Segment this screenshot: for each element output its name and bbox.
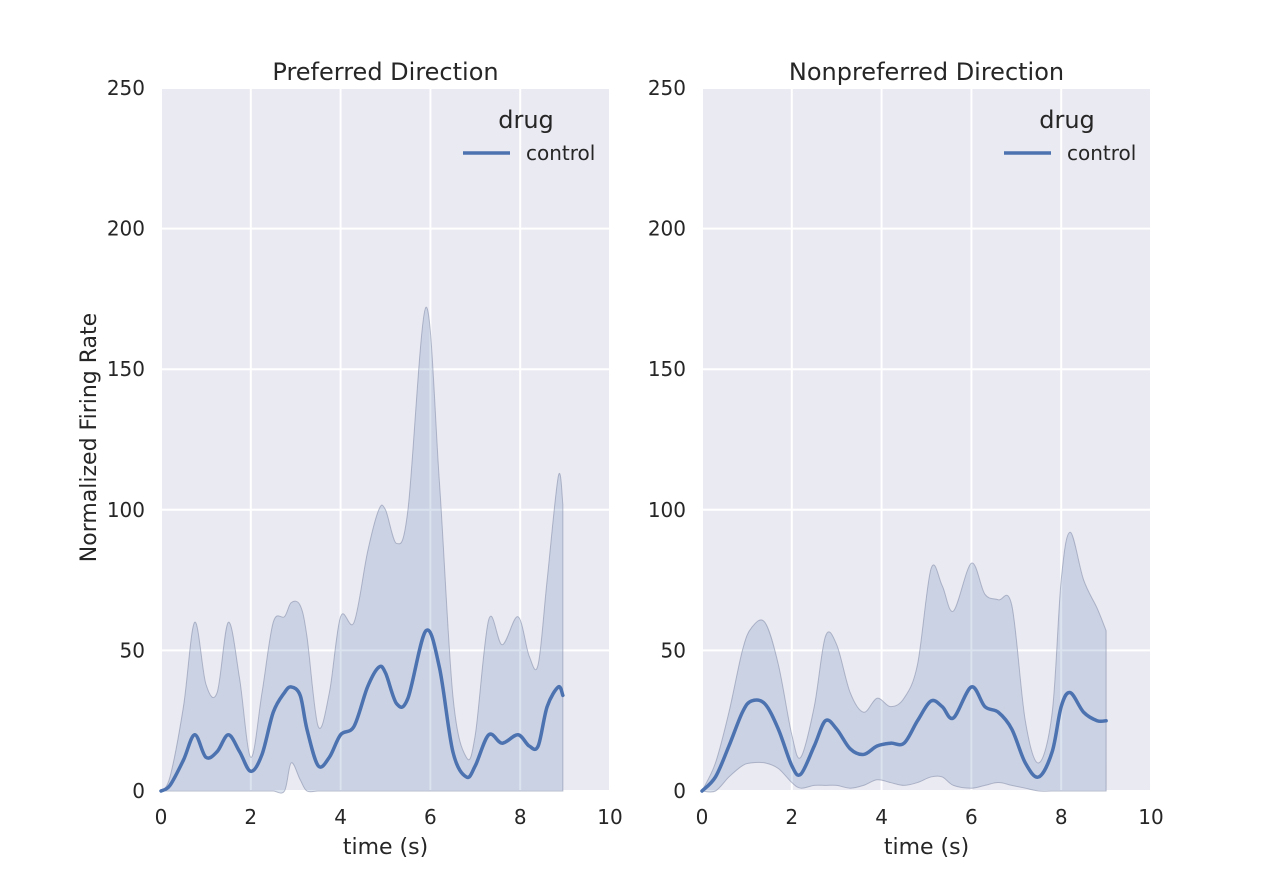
x-tick-label: 8 — [1055, 805, 1068, 829]
x-tick-label: 6 — [965, 805, 978, 829]
y-tick-label: 100 — [107, 498, 145, 522]
x-tick-label: 8 — [514, 805, 527, 829]
x-tick-label: 10 — [597, 805, 622, 829]
y-axis-label: Normalized Firing Rate — [77, 313, 102, 562]
legend-label-control: control — [1067, 141, 1136, 165]
x-tick-label: 10 — [1138, 805, 1163, 829]
y-tick-label: 200 — [107, 217, 145, 241]
x-tick-label: 2 — [785, 805, 798, 829]
x-axis-label: time (s) — [343, 835, 428, 860]
x-tick-label: 0 — [155, 805, 168, 829]
x-axis-label: time (s) — [884, 835, 969, 860]
plot-background — [702, 88, 1151, 791]
y-tick-label: 0 — [673, 779, 686, 803]
y-tick-label: 50 — [120, 638, 145, 662]
x-tick-label: 2 — [244, 805, 257, 829]
x-tick-label: 0 — [696, 805, 709, 829]
y-tick-label: 200 — [648, 217, 686, 241]
x-tick-label: 4 — [334, 805, 347, 829]
y-tick-label: 250 — [107, 76, 145, 100]
y-tick-label: 150 — [107, 357, 145, 381]
legend-label-control: control — [526, 141, 595, 165]
chart-title: Preferred Direction — [272, 58, 498, 86]
series-line-control — [159, 628, 565, 793]
y-tick-label: 100 — [648, 498, 686, 522]
y-tick-label: 250 — [648, 76, 686, 100]
y-tick-label: 0 — [132, 779, 145, 803]
confidence-band — [701, 531, 1107, 793]
x-tick-label: 4 — [875, 805, 888, 829]
legend: drug control — [463, 106, 595, 165]
chart-title: Nonpreferred Direction — [789, 58, 1064, 86]
y-tick-label: 50 — [661, 638, 686, 662]
series-line-control — [700, 685, 1108, 793]
legend-title: drug — [498, 106, 554, 134]
legend-title: drug — [1039, 106, 1095, 134]
y-tick-label: 150 — [648, 357, 686, 381]
legend: drug control — [1004, 106, 1136, 165]
x-tick-label: 6 — [424, 805, 437, 829]
